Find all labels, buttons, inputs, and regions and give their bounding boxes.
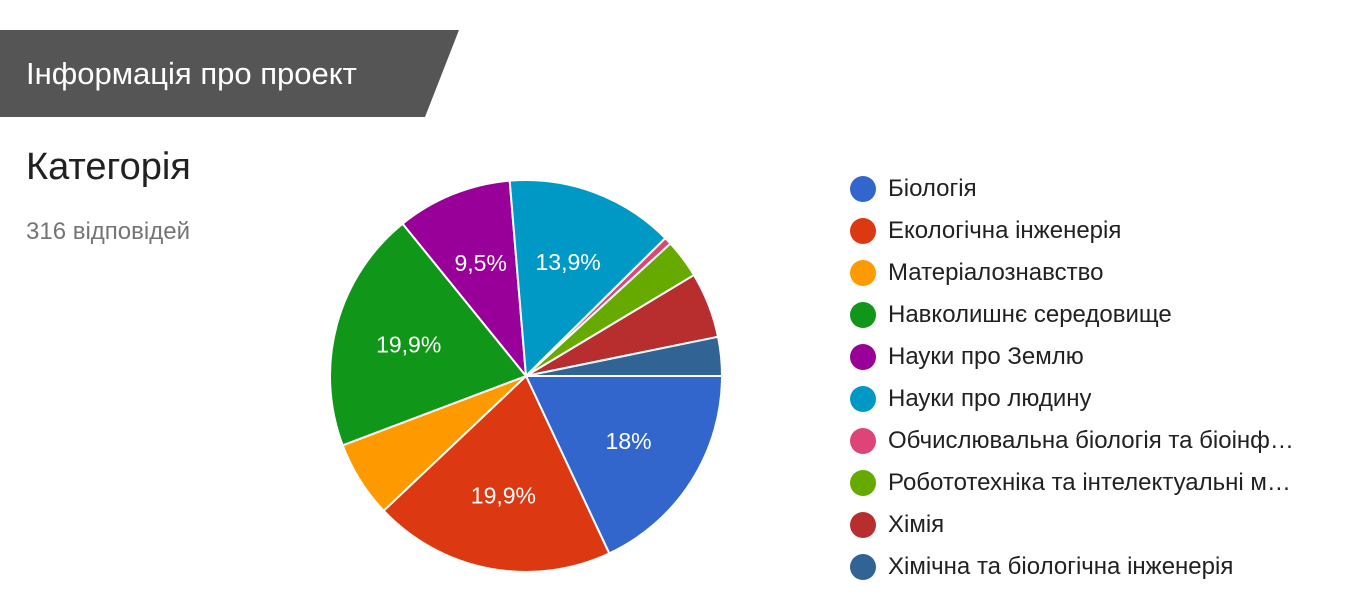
legend-item[interactable]: Науки про Землю <box>850 336 1350 378</box>
legend-swatch <box>850 176 876 202</box>
legend-item[interactable]: Навколишнє середовище <box>850 294 1350 336</box>
section-header: Інформація про проект <box>0 30 460 117</box>
pie-slice[interactable] <box>382 374 611 573</box>
question-title: Категорія <box>26 146 191 188</box>
legend-swatch <box>850 302 876 328</box>
legend-swatch <box>850 260 876 286</box>
legend-swatch <box>850 344 876 370</box>
legend-swatch <box>850 428 876 454</box>
legend-item[interactable]: Матеріалознавство <box>850 252 1350 294</box>
pie-slice[interactable] <box>524 375 724 555</box>
legend-item[interactable]: Хімічна та біологічна інженерія <box>850 546 1350 588</box>
legend-swatch <box>850 218 876 244</box>
pie-slice[interactable] <box>329 222 528 447</box>
legend-label: Біологія <box>888 175 977 202</box>
pie-slice[interactable] <box>401 179 528 380</box>
legend-label: Науки про людину <box>888 385 1092 412</box>
pie-data-label: 18% <box>606 428 652 454</box>
pie-data-label: 19,9% <box>376 331 441 357</box>
legend-swatch <box>850 470 876 496</box>
pie-slice[interactable] <box>525 335 724 377</box>
legend-swatch <box>850 386 876 412</box>
section-header-background <box>0 30 459 117</box>
pie-slice[interactable] <box>508 179 667 379</box>
legend-label: Науки про Землю <box>888 343 1084 370</box>
pie-data-label: 9,5% <box>454 250 506 276</box>
legend-label: Хімічна та біологічна інженерія <box>888 553 1234 580</box>
legend-swatch <box>850 512 876 538</box>
legend-label: Екологічна інженерія <box>888 217 1122 244</box>
legend-label: Матеріалознавство <box>888 259 1104 286</box>
response-count: 316 відповідей <box>26 218 190 245</box>
legend-item[interactable]: Біологія <box>850 168 1350 210</box>
pie-data-label: 19,9% <box>471 482 536 508</box>
legend-label: Навколишнє середовище <box>888 301 1172 328</box>
legend-swatch <box>850 554 876 580</box>
chart-legend: Біологія Екологічна інженерія Матеріалозна… <box>850 168 1350 588</box>
section-title: Інформація про проект <box>26 56 357 91</box>
legend-item[interactable]: Науки про людину <box>850 378 1350 420</box>
legend-label: Обчислювальна біологія та біоінф… <box>888 427 1294 454</box>
legend-item[interactable]: Обчислювальна біологія та біоінф… <box>850 420 1350 462</box>
legend-label: Хімія <box>888 511 945 538</box>
legend-item[interactable]: Екологічна інженерія <box>850 210 1350 252</box>
legend-item[interactable]: Робототехніка та інтелектуальні м… <box>850 462 1350 504</box>
pie-chart: 18% 19,9% 19,9% 9,5% 13,9% <box>329 179 724 573</box>
legend-label: Робототехніка та інтелектуальні м… <box>888 469 1291 496</box>
legend-item[interactable]: Хімія <box>850 504 1350 546</box>
pie-data-label: 13,9% <box>535 249 600 275</box>
